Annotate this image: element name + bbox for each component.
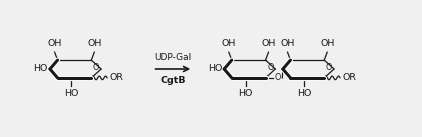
Text: HO: HO [208,65,222,73]
Text: OH: OH [280,39,295,48]
Text: OH: OH [87,39,101,48]
Text: HO: HO [238,89,253,98]
Text: OR: OR [342,73,356,82]
Text: O: O [275,73,281,82]
Text: HO: HO [34,65,48,73]
Text: OR: OR [109,73,123,82]
Text: OH: OH [222,39,236,48]
Text: O: O [267,63,273,72]
Text: OH: OH [320,39,334,48]
Text: OH: OH [47,39,62,48]
Text: HO: HO [297,89,311,98]
Text: HO: HO [64,89,78,98]
Text: CgtB: CgtB [160,76,186,85]
Text: O: O [93,63,99,72]
Text: OH: OH [261,39,276,48]
Text: UDP-Gal: UDP-Gal [154,53,192,62]
Text: O: O [326,63,332,72]
